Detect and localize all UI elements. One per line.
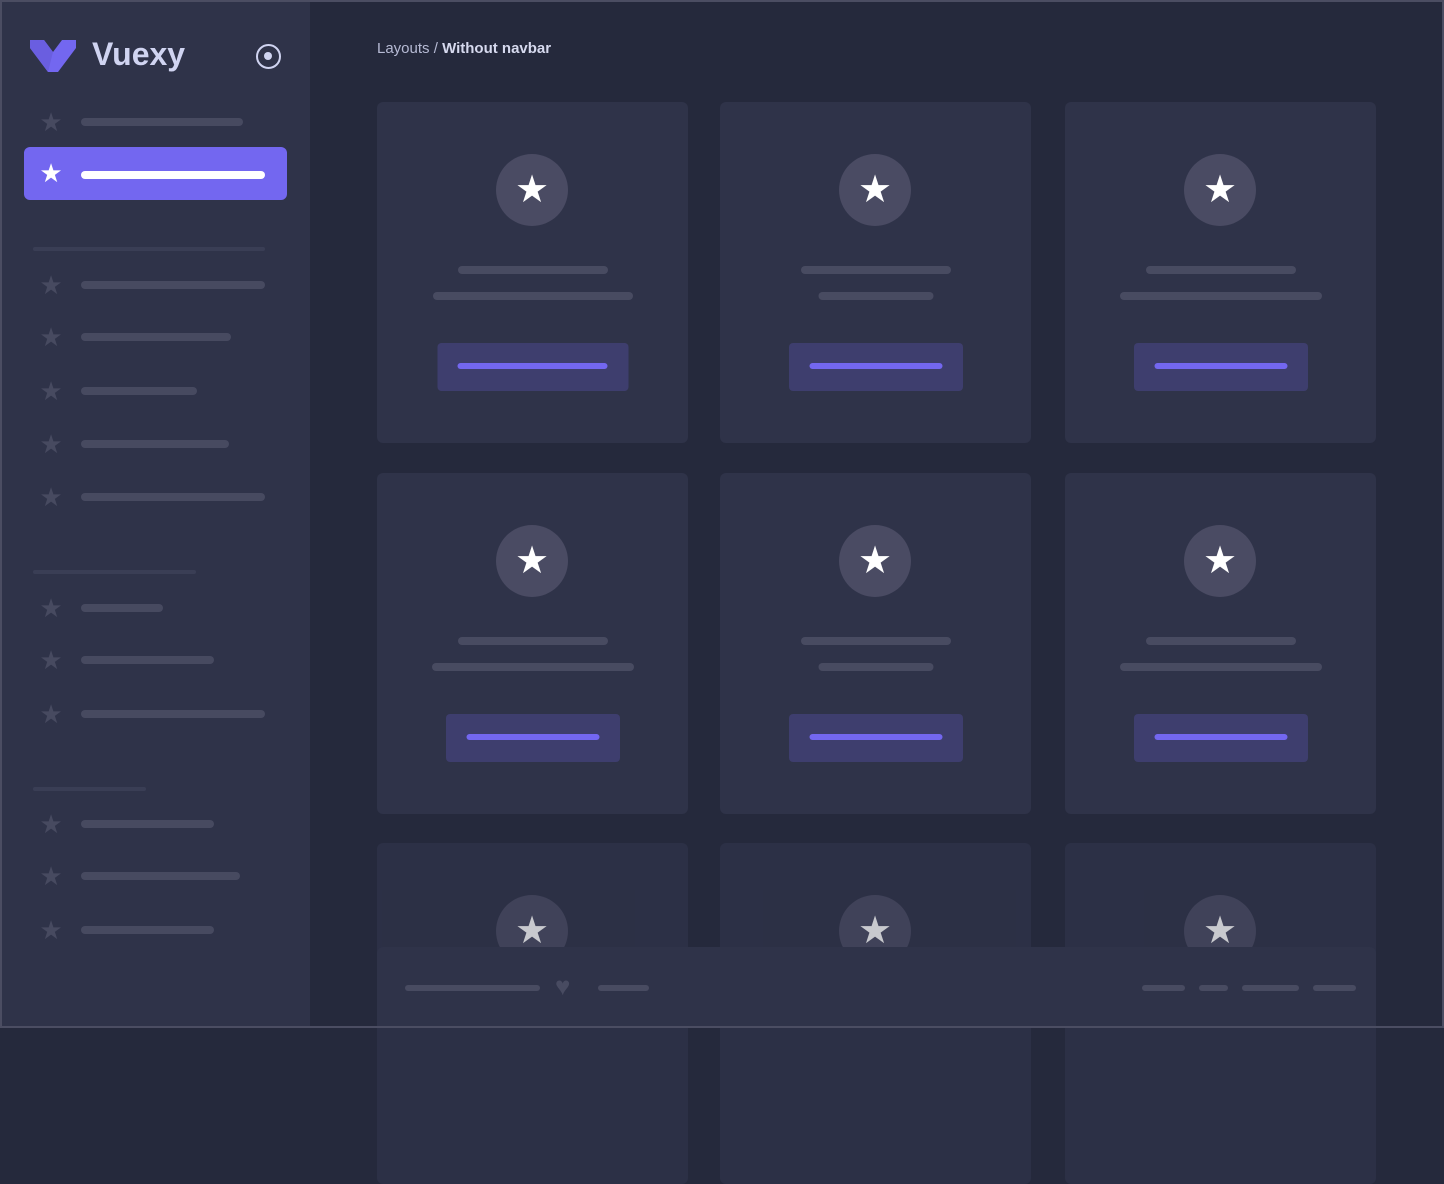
card-button[interactable] <box>445 714 620 762</box>
sidebar-item[interactable] <box>81 493 265 501</box>
footer-link[interactable] <box>1142 985 1185 991</box>
sidebar-item[interactable] <box>81 656 214 664</box>
sidebar-item[interactable] <box>81 440 229 448</box>
card-title <box>800 266 951 274</box>
card-text <box>818 663 933 671</box>
card: ★ <box>720 473 1031 814</box>
card-title <box>457 637 608 645</box>
footer-link[interactable] <box>1313 985 1356 991</box>
vuexy-logo <box>30 40 76 72</box>
card-title <box>1145 637 1296 645</box>
card: ★ <box>1065 102 1376 443</box>
section-divider <box>33 570 196 574</box>
star-icon: ★ <box>39 270 63 300</box>
card-text <box>818 292 933 300</box>
star-icon: ★ <box>39 645 63 675</box>
card-button[interactable] <box>1133 343 1308 391</box>
card: ★ <box>720 102 1031 443</box>
heart-icon: ♥ <box>555 971 571 1001</box>
card-text <box>1119 663 1322 671</box>
footer-text <box>598 985 649 991</box>
card-button[interactable] <box>1133 714 1308 762</box>
star-icon: ★ <box>39 593 63 623</box>
section-divider <box>33 787 146 791</box>
star-icon: ★ <box>39 376 63 406</box>
sidebar-item[interactable] <box>81 333 231 341</box>
star-icon: ★ <box>839 525 911 597</box>
section-divider <box>33 247 265 251</box>
sidebar-item[interactable] <box>81 118 243 126</box>
sidebar-item-label <box>81 171 265 179</box>
breadcrumb-current: Without navbar <box>442 40 552 57</box>
brand-name: Vuexy <box>92 36 186 72</box>
card-text <box>431 663 634 671</box>
card-text <box>1119 292 1322 300</box>
sidebar-toggle-radio-icon[interactable] <box>256 44 281 69</box>
sidebar: Vuexy ★ ★ ★ ★ ★ ★ ★ ★ ★ ★ ★ ★ ★ <box>0 0 310 1028</box>
card-title <box>800 637 951 645</box>
star-icon: ★ <box>39 699 63 729</box>
card: ★ <box>1065 473 1376 814</box>
breadcrumb-parent[interactable]: Layouts <box>377 40 430 57</box>
sidebar-item-active[interactable]: ★ <box>24 147 287 200</box>
card-button[interactable] <box>788 714 963 762</box>
footer-text <box>405 985 540 991</box>
star-icon: ★ <box>39 158 63 188</box>
star-icon: ★ <box>839 154 911 226</box>
breadcrumb-separator: / <box>429 40 443 57</box>
sidebar-item[interactable] <box>81 710 265 718</box>
footer-link[interactable] <box>1242 985 1299 991</box>
star-icon: ★ <box>39 915 63 945</box>
star-icon: ★ <box>39 429 63 459</box>
star-icon: ★ <box>39 322 63 352</box>
card: ★ <box>377 102 688 443</box>
star-icon: ★ <box>39 861 63 891</box>
sidebar-item[interactable] <box>81 872 240 880</box>
star-icon: ★ <box>39 107 63 137</box>
footer: ♥ <box>377 947 1376 1028</box>
card-text <box>432 292 633 300</box>
sidebar-item[interactable] <box>81 281 265 289</box>
card-title <box>457 266 608 274</box>
footer-link[interactable] <box>1199 985 1228 991</box>
sidebar-item[interactable] <box>81 820 214 828</box>
card-button[interactable] <box>437 343 628 391</box>
star-icon: ★ <box>496 525 568 597</box>
card-button[interactable] <box>788 343 963 391</box>
star-icon: ★ <box>1184 525 1256 597</box>
star-icon: ★ <box>39 809 63 839</box>
star-icon: ★ <box>496 154 568 226</box>
breadcrumb: Layouts / Without navbar <box>377 40 551 57</box>
card: ★ <box>377 473 688 814</box>
star-icon: ★ <box>39 482 63 512</box>
card-title <box>1145 266 1296 274</box>
sidebar-item[interactable] <box>81 387 197 395</box>
sidebar-item[interactable] <box>81 926 214 934</box>
sidebar-item[interactable] <box>81 604 163 612</box>
star-icon: ★ <box>1184 154 1256 226</box>
